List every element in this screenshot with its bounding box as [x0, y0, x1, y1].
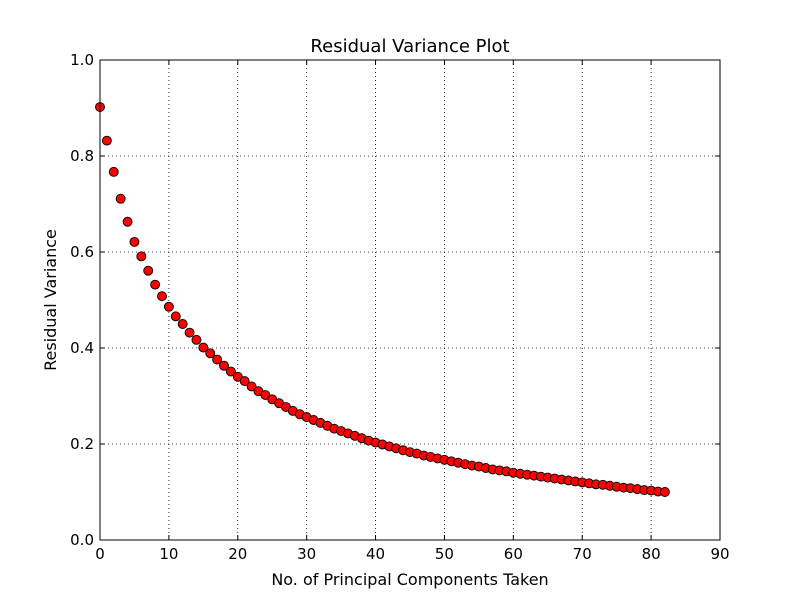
axis-ticks	[99, 59, 721, 541]
x-tick-label: 20	[228, 545, 247, 563]
data-point	[129, 236, 140, 247]
data-point	[157, 291, 167, 302]
plot-area-frame	[99, 59, 721, 541]
data-point	[212, 354, 223, 365]
y-axis-label: Residual Variance	[41, 229, 60, 371]
grid-lines	[100, 60, 720, 540]
data-point	[225, 366, 236, 377]
data-point	[177, 319, 188, 329]
data-point	[219, 360, 229, 371]
data-point	[205, 348, 216, 359]
data-point	[163, 301, 174, 312]
data-point	[108, 166, 119, 177]
data-point	[136, 251, 147, 262]
x-tick-label: 80	[642, 545, 661, 563]
y-tick-label: 0.8	[70, 147, 94, 165]
y-tick-label: 0.4	[70, 339, 94, 357]
x-tick-label: 0	[95, 545, 105, 563]
y-tick-label: 0.2	[70, 435, 94, 453]
x-tick-label: 40	[366, 545, 385, 563]
data-point	[191, 334, 202, 345]
data-point	[143, 265, 154, 276]
y-tick-label: 0.0	[70, 531, 94, 549]
x-tick-label: 10	[159, 545, 178, 563]
data-point	[101, 135, 112, 146]
x-tick-labels: 0 10 20 30 40 50 60 70 80 90	[95, 545, 729, 563]
data-point	[170, 311, 181, 322]
data-point	[246, 381, 257, 392]
y-tick-label: 1.0	[70, 51, 94, 69]
x-tick-label: 90	[710, 545, 729, 563]
x-tick-label: 50	[435, 545, 454, 563]
x-tick-label: 60	[504, 545, 523, 563]
x-tick-label: 70	[573, 545, 592, 563]
data-point	[659, 487, 670, 497]
data-point	[239, 376, 250, 387]
data-point	[198, 342, 209, 353]
y-tick-label: 0.6	[70, 243, 94, 261]
y-tick-labels: 0.0 0.2 0.4 0.6 0.8 1.0	[70, 51, 94, 549]
data-point	[122, 216, 133, 227]
x-axis-label: No. of Principal Components Taken	[271, 570, 548, 589]
data-point	[115, 193, 126, 204]
chart-title: Residual Variance Plot	[310, 36, 509, 57]
data-points	[95, 102, 670, 497]
data-point	[184, 327, 195, 338]
x-tick-label: 30	[297, 545, 316, 563]
data-point	[150, 279, 161, 290]
